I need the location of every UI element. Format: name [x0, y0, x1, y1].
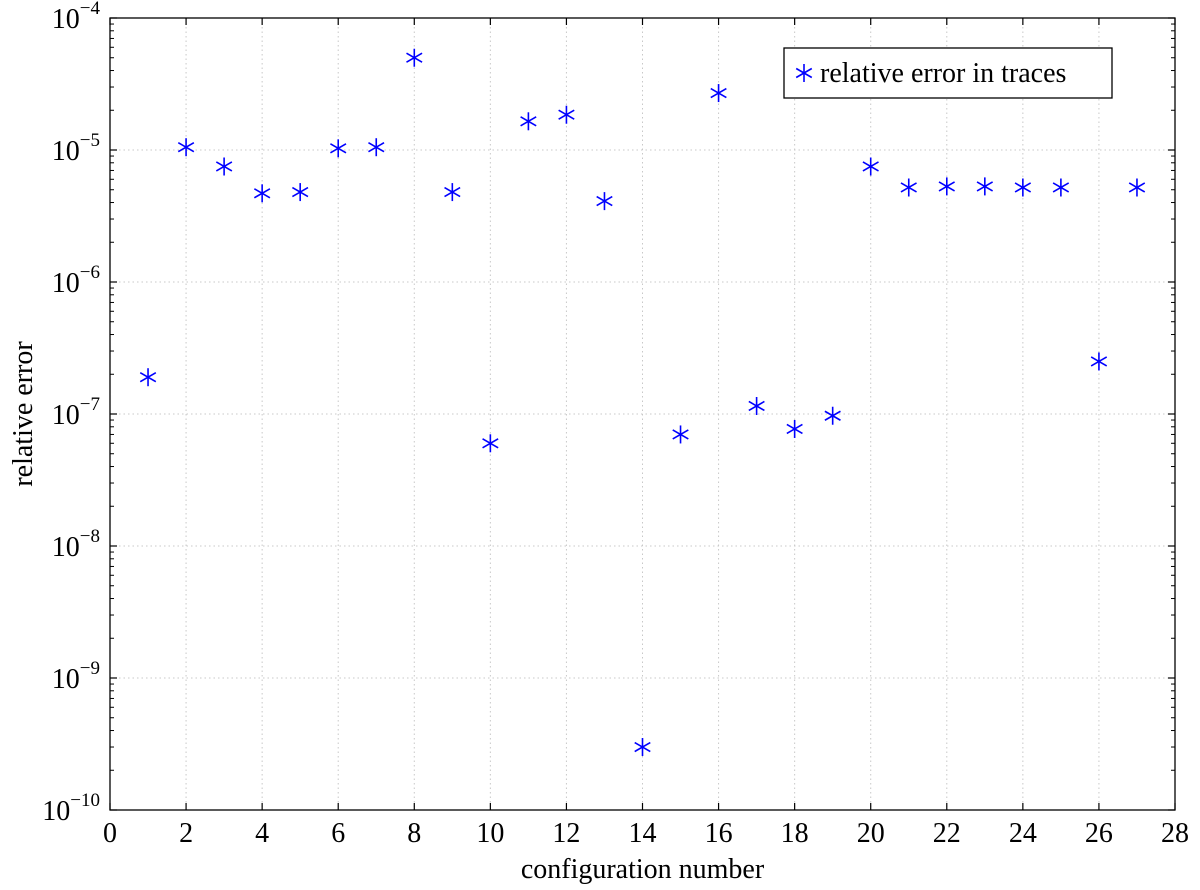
x-tick-label: 20 — [857, 818, 885, 849]
y-tick-label-exponent: −9 — [80, 658, 100, 679]
data-point — [824, 406, 841, 425]
y-tick-label-base: 10 — [52, 268, 80, 299]
legend: relative error in traces — [783, 47, 1113, 99]
y-tick-label-base: 10 — [52, 532, 80, 563]
y-tick-label-exponent: −10 — [70, 790, 100, 811]
data-point — [786, 419, 803, 438]
x-tick-label: 28 — [1161, 818, 1189, 849]
data-point — [1128, 178, 1146, 197]
y-axis-title: relative error — [8, 341, 39, 487]
data-point — [177, 138, 195, 157]
data-point — [291, 183, 309, 202]
y-tick-label: 10−6 — [52, 262, 100, 299]
x-axis-title: configuration number — [521, 854, 765, 885]
data-point — [482, 434, 499, 453]
y-tick-label-exponent: −7 — [80, 394, 100, 415]
x-tick-label: 18 — [781, 818, 809, 849]
y-tick-label-exponent: −6 — [80, 262, 100, 283]
x-tick-label: 2 — [179, 818, 193, 849]
x-tick-label: 16 — [705, 818, 733, 849]
data-point — [444, 183, 461, 202]
data-point — [976, 177, 994, 196]
x-tick-label: 10 — [476, 818, 504, 849]
x-tick-label: 12 — [552, 818, 580, 849]
data-point — [215, 157, 233, 176]
y-tick-label: 10−8 — [52, 526, 100, 563]
x-tick-labels: 0 2 4 6 8 10 12 14 16 18 20 22 24 26 28 — [103, 818, 1189, 849]
y-tick-label: 10−5 — [52, 130, 100, 167]
y-tick-label-exponent: −4 — [80, 0, 101, 19]
x-tick-label: 8 — [407, 818, 421, 849]
y-tick-label-base: 10 — [42, 796, 70, 827]
data-point — [748, 396, 765, 415]
legend-marker-asterisk-icon — [795, 64, 813, 82]
data-point — [862, 157, 879, 176]
y-tick-label-base: 10 — [52, 664, 80, 695]
data-point — [368, 138, 385, 157]
data-point — [406, 48, 423, 67]
axis-ticks — [109, 17, 1176, 811]
data-point — [1052, 178, 1070, 197]
data-point — [710, 84, 727, 103]
y-tick-label: 10−10 — [42, 790, 100, 827]
y-tick-label: 10−7 — [52, 394, 100, 431]
data-point — [330, 139, 347, 158]
data-point — [596, 192, 613, 211]
x-tick-label: 4 — [255, 818, 269, 849]
data-point — [520, 112, 537, 131]
x-tick-label: 24 — [1009, 818, 1037, 849]
x-tick-label: 22 — [933, 818, 961, 849]
x-tick-label: 0 — [103, 818, 117, 849]
legend-box — [783, 47, 1113, 99]
data-point — [938, 177, 955, 196]
x-tick-label: 14 — [629, 818, 657, 849]
x-tick-label: 6 — [331, 818, 345, 849]
y-tick-label: 10−9 — [52, 658, 100, 695]
data-points — [139, 48, 1146, 757]
data-point — [634, 738, 651, 757]
data-point — [253, 184, 271, 203]
legend-asterisk — [795, 64, 813, 82]
grid-lines — [110, 18, 1175, 810]
y-tick-label-base: 10 — [52, 136, 80, 167]
data-point — [900, 178, 917, 197]
y-tick-label-base: 10 — [52, 4, 80, 35]
data-point — [558, 105, 575, 124]
y-tick-label: 10−4 — [52, 0, 101, 35]
data-point — [139, 368, 157, 387]
data-point — [1090, 352, 1108, 371]
data-point — [1014, 178, 1032, 197]
legend-label: relative error in traces — [820, 58, 1066, 89]
x-tick-label: 26 — [1085, 818, 1113, 849]
y-tick-label-exponent: −8 — [80, 526, 100, 547]
y-tick-label-base: 10 — [52, 400, 80, 431]
y-tick-label-exponent: −5 — [80, 130, 100, 151]
data-point — [672, 425, 689, 444]
